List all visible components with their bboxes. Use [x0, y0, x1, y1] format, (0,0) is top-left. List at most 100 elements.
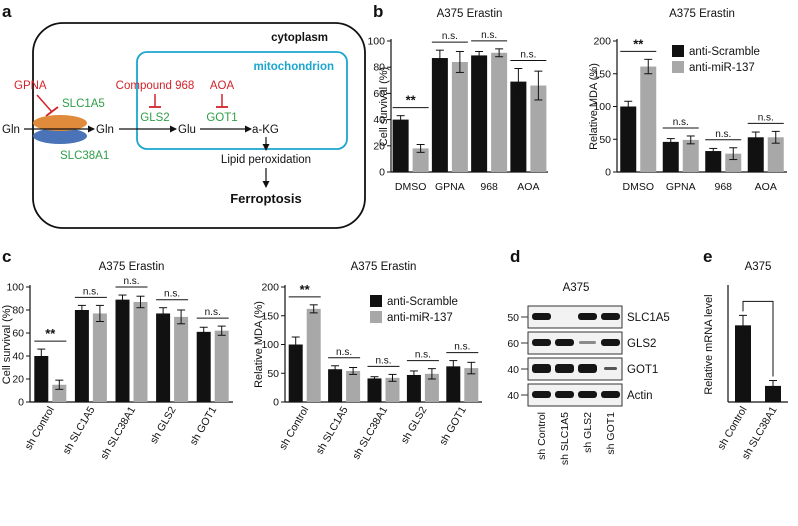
significance-label: ** [406, 93, 417, 108]
band-slc1a5-lane4 [601, 313, 620, 320]
y-tick-label: 20 [12, 374, 24, 386]
band-actin-lane1 [532, 391, 551, 398]
x-tick-label: sh GLS2 [399, 404, 430, 446]
panel-e-label: e [703, 247, 712, 266]
y-tick-label: 150 [261, 310, 279, 322]
y-tick-label: 200 [261, 282, 279, 294]
bar [735, 325, 751, 402]
bar [491, 52, 508, 172]
bar [346, 370, 361, 402]
band-actin-lane2 [555, 391, 574, 398]
bar [705, 151, 722, 172]
y-tick-label: 0 [605, 167, 611, 179]
bar [640, 66, 657, 172]
legend-c-scramble: anti-Scramble [387, 296, 458, 308]
band-gls2-lane3 [579, 341, 596, 344]
bar [74, 310, 89, 402]
x-tick-label: sh GLS2 [148, 404, 179, 446]
legend-c-swatch-mir137 [370, 311, 382, 323]
significance-label: ** [633, 36, 644, 51]
y-tick-label: 80 [12, 305, 24, 317]
protein-label: GLS2 [627, 338, 656, 350]
significance-label: n.s. [415, 350, 431, 361]
bar [174, 316, 189, 402]
bar [156, 313, 171, 402]
bar [92, 313, 107, 402]
chart-title: A375 Erastin [669, 8, 735, 20]
chart-c-mda: A375 Erastin 0 50 100 150 200 Relative MDA (%)… [253, 261, 482, 462]
gpna-label: GPNA [14, 80, 47, 92]
x-tick-label: sh SLC38A1 [98, 404, 138, 461]
bar [412, 148, 429, 172]
mw-marker-label: 50 [507, 312, 519, 324]
mitochondrion-label: mitochondrion [254, 61, 335, 73]
x-tick-label: AOA [517, 181, 539, 193]
y-tick-label: 60 [12, 328, 24, 340]
chart-title: A375 Erastin [99, 261, 165, 273]
band-actin-lane3 [578, 391, 597, 398]
y-tick-label: 50 [267, 368, 279, 380]
y-tick-label: 100 [261, 339, 279, 351]
bar [747, 137, 764, 172]
protein-label: SLC1A5 [627, 312, 670, 324]
y-tick-label: 50 [599, 134, 611, 146]
band-slc1a5-lane3 [578, 313, 597, 320]
y-tick-label: 40 [373, 114, 385, 126]
gpna-inhibit-bar [45, 106, 59, 117]
y-tick-label: 200 [593, 36, 611, 48]
x-tick-label: sh GOT1 [188, 404, 220, 447]
panel-d-label: d [510, 247, 520, 266]
significance-label: n.s. [454, 342, 470, 353]
panel-a: a cytoplasm mitochondrion GPNA SLC1A5 SL… [2, 2, 366, 229]
compound968-label: Compound 968 [116, 80, 195, 92]
chart-title: A375 Erastin [351, 261, 417, 273]
chart-title: A375 [745, 261, 772, 273]
gln-in-label: Gln [96, 124, 114, 136]
y-axis-label: Relative MDA (%) [253, 301, 265, 388]
x-tick-label: sh Control [23, 405, 57, 452]
bar [451, 61, 468, 172]
ferroptosis-label: Ferroptosis [230, 191, 302, 206]
significance-label: n.s. [481, 30, 497, 41]
bar [765, 385, 781, 402]
legend-b: anti-Scramble anti-miR-137 [672, 45, 760, 74]
y-tick-label: 100 [6, 282, 24, 294]
y-tick-label: 60 [373, 88, 385, 100]
y-axis-label: Cell survival (%) [378, 67, 390, 146]
slc1a5-transporter [33, 115, 87, 131]
lane-label: sh SLC1A5 [559, 412, 571, 465]
lipid-peroxidation-label: Lipid peroxidation [221, 154, 311, 166]
panel-a-label: a [2, 2, 12, 21]
band-got1-lane3 [578, 364, 597, 373]
legend-b-scramble: anti-Scramble [689, 46, 760, 58]
lane-label: sh Control [536, 412, 548, 460]
significance-label: n.s. [164, 289, 180, 300]
slc38a1-transporter [33, 128, 87, 144]
bar [464, 368, 479, 402]
slc1a5-label: SLC1A5 [62, 98, 105, 110]
gpna-inhibit-line [36, 94, 53, 113]
y-axis-label: Relative mRNA level [703, 294, 715, 394]
bar [214, 330, 229, 402]
bar [34, 356, 49, 402]
chart-b-mda: A375 Erastin 0 50 100 150 200 Relative MDA (%)… [588, 8, 787, 193]
bar [620, 106, 637, 172]
significance-label: n.s. [205, 307, 221, 318]
x-tick-label: GPNA [435, 181, 465, 193]
protein-label: Actin [627, 390, 653, 402]
legend-c-swatch-scramble [370, 295, 382, 307]
bar [725, 153, 742, 172]
y-tick-label: 100 [367, 36, 385, 48]
cytoplasm-label: cytoplasm [271, 32, 328, 44]
bar [662, 141, 679, 172]
aoa-label: AOA [210, 80, 235, 92]
bar [431, 58, 448, 172]
bar [392, 119, 409, 172]
y-tick-label: 0 [18, 397, 24, 409]
glu-label: Glu [178, 124, 196, 136]
y-axis-label: Cell survival (%) [1, 305, 13, 384]
mitochondrion-box [136, 51, 348, 150]
bar [115, 299, 130, 402]
